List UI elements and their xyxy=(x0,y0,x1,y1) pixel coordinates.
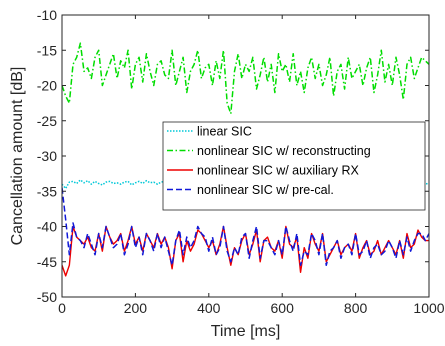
y-tick-label: -25 xyxy=(37,113,57,129)
y-tick-label: -50 xyxy=(37,289,57,305)
x-tick-label: 1000 xyxy=(413,300,444,316)
x-tick-label: 200 xyxy=(124,300,148,316)
series-layer xyxy=(62,42,429,277)
legend-box xyxy=(162,121,426,211)
y-tick-label: -15 xyxy=(37,42,57,58)
x-tick-label: 0 xyxy=(58,300,66,316)
series-line-2 xyxy=(62,42,429,115)
y-tick-label: -35 xyxy=(37,183,57,199)
x-tick-label: 400 xyxy=(197,300,221,316)
legend-label-2: nonlinear SIC w/ reconstructing xyxy=(197,144,371,158)
y-tick-label: -40 xyxy=(37,219,57,235)
x-tick-label: 600 xyxy=(271,300,295,316)
y-tick-label: -30 xyxy=(37,148,57,164)
x-axis-title: Time [ms] xyxy=(211,323,281,340)
x-tick-label: 800 xyxy=(344,300,368,316)
legend-label-1: linear SIC xyxy=(197,125,252,139)
series-line-4 xyxy=(62,187,429,267)
y-tick-label: -45 xyxy=(37,254,57,270)
legend-label-3: nonlinear SIC w/ auxiliary RX xyxy=(197,164,360,178)
legend-label-4: nonlinear SIC w/ pre-cal. xyxy=(197,183,334,197)
tick-layer: 0 200 400 600 800 1000 -50 -45 -40 -35 -30 -25 -20 -1… xyxy=(37,7,445,316)
y-axis-title: Cancellation amount [dB] xyxy=(9,67,26,246)
y-tick-label: -20 xyxy=(37,78,57,94)
y-tick-label: -10 xyxy=(37,7,57,23)
series-line-1 xyxy=(62,177,429,190)
legend: linear SIC nonlinear SIC w/ reconstructin… xyxy=(162,121,426,211)
